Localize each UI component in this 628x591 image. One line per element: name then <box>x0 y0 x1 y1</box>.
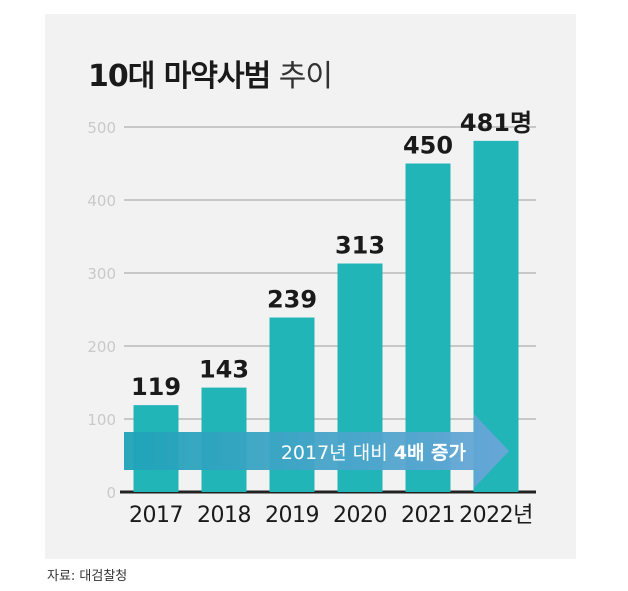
data-label: 450 <box>403 132 453 160</box>
x-tick-label: 2019 <box>265 503 319 528</box>
chart-title-light: 추이 <box>278 59 333 94</box>
growth-arrow <box>124 414 509 488</box>
data-label: 119 <box>131 373 181 401</box>
data-label: 481명 <box>460 109 532 137</box>
data-label: 313 <box>335 232 385 260</box>
x-tick-label: 2018 <box>197 503 251 528</box>
data-label: 143 <box>199 356 249 384</box>
x-tick-label: 2020 <box>333 503 387 528</box>
x-tick-label: 2022년 <box>459 503 533 528</box>
annotation-bold: 4배 증가 <box>394 442 467 464</box>
y-tick-label: 200 <box>87 338 116 356</box>
annotation-plain: 2017년 대비 <box>281 442 394 464</box>
y-tick-label: 300 <box>87 265 116 283</box>
chart-title-bold: 10대 마약사범 <box>88 59 271 94</box>
y-tick-label: 0 <box>106 484 116 502</box>
y-tick-label: 500 <box>87 119 116 137</box>
arrow-annotation: 2017년 대비 4배 증가 <box>281 442 467 464</box>
chart-title: 10대 마약사범 추이 <box>88 58 333 96</box>
y-tick-label: 400 <box>87 192 116 210</box>
x-tick-label: 2017 <box>129 503 183 528</box>
x-tick-label: 2021 <box>401 503 455 528</box>
data-label: 239 <box>267 286 317 314</box>
source-note: 자료: 대검찰청 <box>47 569 128 584</box>
y-tick-label: 100 <box>87 411 116 429</box>
